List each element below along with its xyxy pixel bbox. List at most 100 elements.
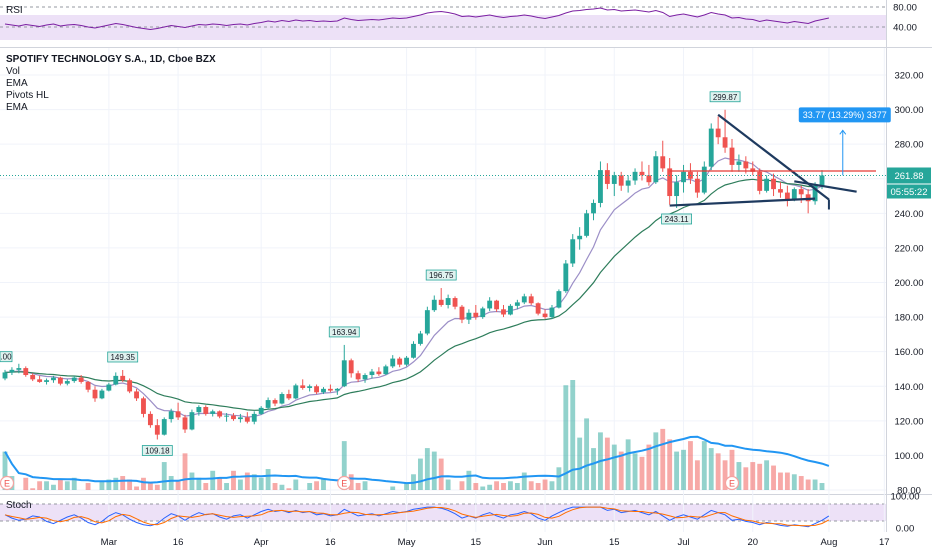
candle-body bbox=[549, 307, 555, 318]
legend-vol[interactable]: Vol bbox=[6, 66, 20, 77]
volume-bar bbox=[577, 437, 583, 490]
price-tick-label: 320.00 bbox=[894, 71, 923, 82]
candle-body bbox=[51, 377, 56, 381]
volume-bar bbox=[57, 479, 63, 490]
time-tick-label: 20 bbox=[747, 537, 758, 548]
time-tick-label: Jul bbox=[677, 537, 689, 548]
chart-title[interactable]: SPOTIFY TECHNOLOGY S.A., 1D, Cboe BZX bbox=[6, 54, 216, 65]
volume-bar bbox=[293, 479, 299, 490]
price-tick-label: 160.00 bbox=[894, 347, 923, 358]
pivot-label-box bbox=[0, 351, 13, 363]
volume-bar bbox=[71, 477, 77, 490]
candle-body bbox=[134, 391, 139, 399]
price-tag: 261.88 bbox=[894, 171, 923, 182]
candle-body bbox=[99, 390, 105, 399]
candle-body bbox=[341, 360, 347, 387]
time-tick-label: 16 bbox=[173, 537, 184, 548]
candle-body bbox=[411, 343, 416, 358]
candle-body bbox=[508, 305, 513, 315]
candle-body bbox=[210, 411, 216, 414]
volume-bar bbox=[355, 483, 361, 490]
legend-ema-2[interactable]: EMA bbox=[6, 102, 28, 113]
volume-bar bbox=[521, 472, 527, 490]
pivot-label-box bbox=[661, 213, 693, 225]
candle-body bbox=[604, 170, 610, 184]
volume-bar bbox=[341, 441, 347, 490]
oscillators bbox=[4, 7, 830, 528]
candle-body bbox=[708, 128, 714, 167]
stoch-k-line bbox=[4, 506, 830, 528]
volume-bar bbox=[798, 476, 804, 490]
pivot-label-box bbox=[107, 351, 139, 363]
candle-body bbox=[237, 417, 243, 420]
rsi-tick-label: 40.00 bbox=[893, 23, 917, 34]
volume-bar bbox=[743, 467, 749, 490]
candle-body bbox=[175, 411, 181, 418]
volume-bar bbox=[286, 488, 292, 490]
candle-body bbox=[279, 394, 285, 404]
volume-bar bbox=[791, 474, 797, 490]
candle-body bbox=[231, 415, 236, 420]
triangle-line bbox=[669, 197, 816, 207]
pivot-label: 149.35 bbox=[110, 353, 135, 362]
volume-bar bbox=[729, 449, 735, 490]
volume-bar bbox=[688, 441, 693, 490]
time-tick-label: 15 bbox=[471, 537, 482, 548]
volume-bar bbox=[667, 439, 673, 490]
candle-body bbox=[736, 161, 742, 165]
rsi-label: RSI bbox=[6, 5, 23, 16]
price-tick-label: 180.00 bbox=[894, 313, 923, 324]
candle-body bbox=[141, 398, 146, 414]
candle-body bbox=[2, 372, 8, 379]
candle-body bbox=[625, 180, 631, 186]
candle-body bbox=[784, 192, 790, 200]
candle-body bbox=[660, 156, 666, 169]
candle-body bbox=[300, 385, 306, 388]
candle-body bbox=[127, 380, 133, 392]
candle-body bbox=[383, 366, 389, 375]
price-tick-label: 280.00 bbox=[894, 140, 923, 151]
candle-body bbox=[577, 235, 583, 240]
candle-body bbox=[251, 413, 257, 422]
price-tick-label: 100.00 bbox=[894, 451, 923, 462]
candle-body bbox=[646, 175, 652, 183]
candle-body bbox=[514, 302, 520, 306]
volume-bar bbox=[362, 481, 368, 490]
candle-body bbox=[348, 360, 354, 374]
volume-bar bbox=[604, 437, 610, 490]
pivot-label: 109.18 bbox=[145, 447, 170, 456]
candle-body bbox=[618, 175, 624, 186]
time-tick-label: Aug bbox=[820, 537, 837, 548]
candle-body bbox=[30, 375, 36, 380]
volume-bar bbox=[563, 385, 569, 490]
volume-bar bbox=[224, 483, 229, 490]
candle-body bbox=[182, 417, 188, 430]
legend-pivots[interactable]: Pivots HL bbox=[6, 90, 49, 101]
legend: SPOTIFY TECHNOLOGY S.A., 1D, Cboe BZX Vo… bbox=[6, 54, 216, 114]
volume-bar bbox=[147, 483, 153, 490]
volume-bar bbox=[237, 479, 243, 490]
candle-body bbox=[438, 299, 444, 305]
candle-body bbox=[390, 358, 396, 367]
volume-bar bbox=[708, 448, 714, 490]
volume-bar bbox=[694, 460, 700, 490]
volume-bar bbox=[251, 474, 257, 490]
volume-bar bbox=[321, 479, 326, 490]
candle-body bbox=[466, 312, 472, 320]
volume-bar bbox=[812, 479, 818, 490]
volume-bar bbox=[639, 456, 645, 490]
candle-body bbox=[778, 189, 783, 193]
legend-ema[interactable]: EMA bbox=[6, 78, 28, 89]
candle-body bbox=[598, 170, 603, 203]
candle-body bbox=[272, 400, 278, 404]
volume-bar bbox=[418, 458, 423, 490]
candle-body bbox=[452, 298, 458, 307]
candle-body bbox=[459, 306, 465, 320]
volume-bar bbox=[141, 477, 146, 490]
earnings-marker bbox=[337, 475, 352, 491]
time-tick-label: Jun bbox=[537, 537, 552, 548]
candle-body bbox=[362, 375, 368, 380]
volume-bar bbox=[244, 472, 250, 490]
earnings-marker bbox=[0, 475, 15, 491]
candle-body bbox=[812, 185, 818, 202]
